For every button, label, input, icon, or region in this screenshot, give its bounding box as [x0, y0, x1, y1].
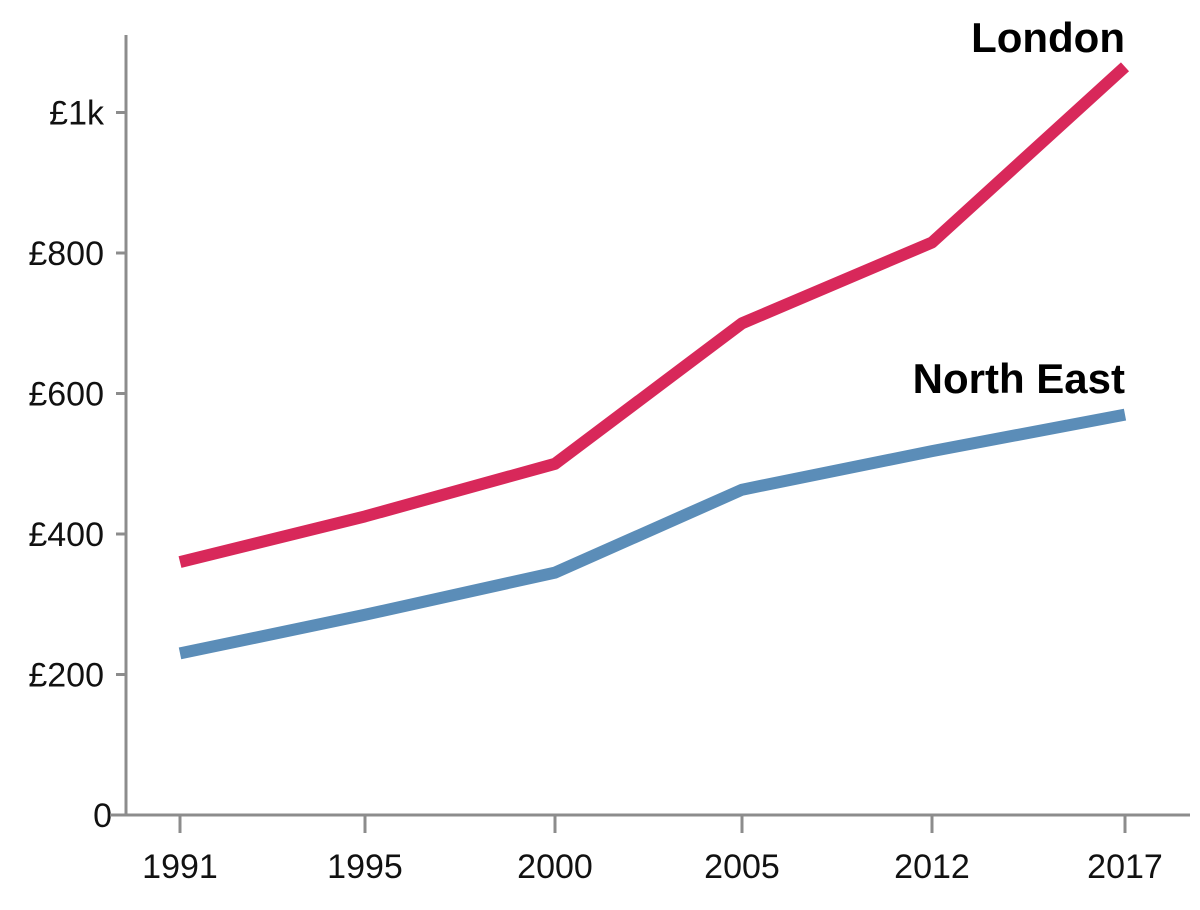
y-tick-label: £1k: [49, 95, 105, 133]
y-tick-label: £400: [28, 516, 104, 554]
x-tick-label: 2017: [1087, 848, 1163, 886]
x-tick-label: 1991: [142, 848, 218, 886]
series-labels: London North East: [913, 14, 1125, 402]
y-tick-label: £200: [28, 657, 104, 695]
series-lines: [178, 62, 1130, 660]
series-label-north-east: North East: [913, 355, 1125, 402]
y-axis: 0 £200 £400 £600 £800 £1k: [28, 35, 128, 835]
x-tick-label: 2012: [894, 848, 970, 886]
x-tick-label: 2005: [704, 848, 780, 886]
x-axis: 1991 1995 2000 2005 2012 2017: [110, 813, 1190, 886]
x-tick-label: 1995: [327, 848, 403, 886]
series-line-north-east: [178, 408, 1127, 660]
series-line-london: [178, 62, 1130, 568]
y-tick-label: 0: [93, 797, 112, 835]
y-tick-label: £800: [28, 235, 104, 273]
y-tick-label: £600: [28, 376, 104, 414]
x-tick-label: 2000: [517, 848, 593, 886]
series-label-london: London: [971, 14, 1125, 61]
